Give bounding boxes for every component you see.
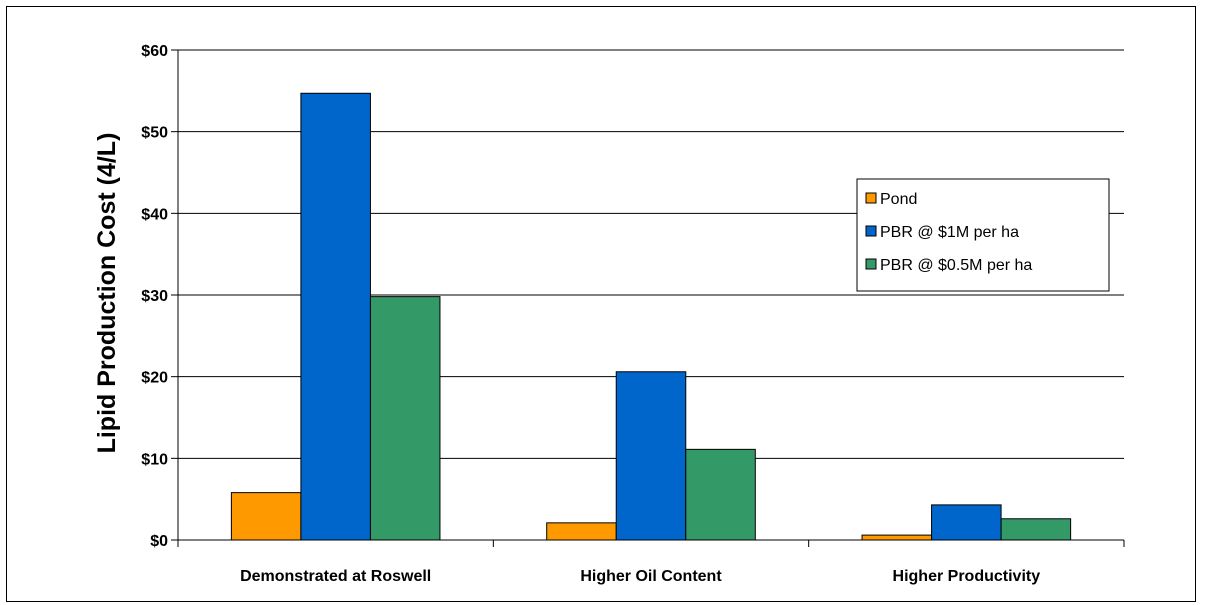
bars bbox=[230, 92, 1072, 541]
legend-swatch bbox=[865, 258, 877, 270]
x-category-label: Demonstrated at Roswell bbox=[240, 568, 431, 585]
x-category-label: Higher Oil Content bbox=[580, 568, 722, 585]
bar-2 bbox=[1000, 518, 1072, 541]
axes bbox=[171, 49, 1125, 547]
x-category-labels: Demonstrated at Roswell Higher Oil Conten… bbox=[240, 568, 1040, 585]
chart-frame bbox=[6, 6, 1196, 602]
y-axis-title: Lipid Production Cost (4/L) bbox=[93, 133, 121, 454]
bar-2 bbox=[369, 296, 441, 541]
y-tick-label: $20 bbox=[141, 370, 168, 387]
bar-0 bbox=[546, 522, 617, 541]
bar-1 bbox=[931, 504, 1002, 541]
legend-label: PBR @ $0.5M per ha bbox=[880, 257, 1032, 274]
y-tick-label: $0 bbox=[150, 533, 168, 550]
legend-label: PBR @ $1M per ha bbox=[880, 224, 1019, 241]
y-tick-label: $50 bbox=[141, 125, 168, 142]
legend-label: Pond bbox=[880, 191, 917, 208]
legend-swatch bbox=[865, 225, 877, 237]
bar-2 bbox=[685, 448, 756, 541]
legend: Pond PBR @ $1M per ha PBR @ $0.5M per ha bbox=[856, 178, 1110, 292]
bar-1 bbox=[615, 371, 687, 541]
legend-box bbox=[856, 178, 1110, 292]
legend-swatch bbox=[865, 192, 877, 204]
bar-0 bbox=[230, 492, 302, 541]
y-tick-label: $60 bbox=[141, 43, 168, 60]
bar-1 bbox=[300, 92, 371, 541]
y-tick-label: $40 bbox=[141, 206, 168, 223]
y-tick-labels: $0 $10 $20 $30 $40 $50 $60 bbox=[141, 43, 168, 550]
x-category-label: Higher Productivity bbox=[893, 568, 1041, 585]
bar-0 bbox=[861, 534, 933, 541]
y-tick-label: $10 bbox=[141, 451, 168, 468]
y-tick-label: $30 bbox=[141, 288, 168, 305]
